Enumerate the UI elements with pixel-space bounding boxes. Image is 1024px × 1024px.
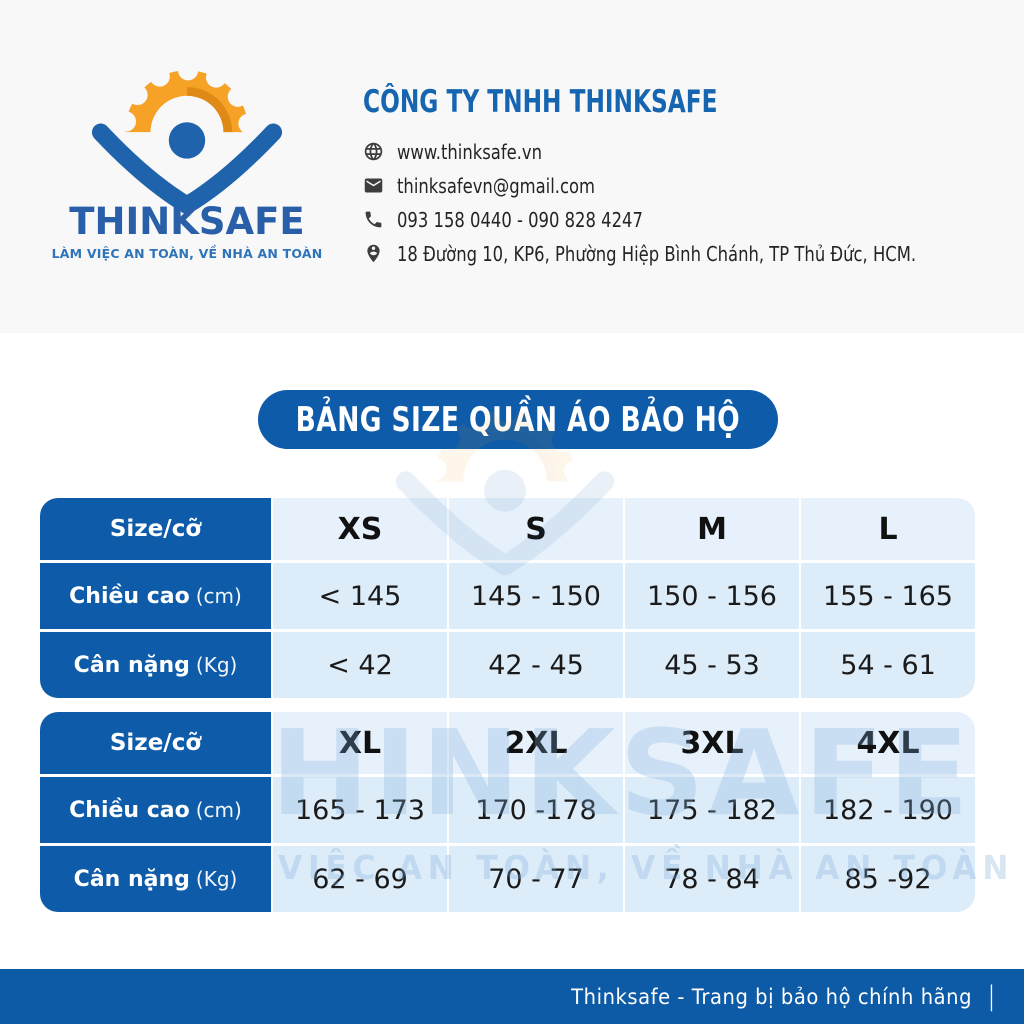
corner-size-label: Size/cỡ	[40, 498, 271, 560]
email-row: thinksafevn@gmail.com	[363, 173, 1003, 198]
company-info: CÔNG TY TNHH THINKSAFE www.thinksafe.vn …	[363, 84, 1003, 276]
location-pin-icon	[367, 244, 380, 263]
height-cell: 175 - 182	[625, 777, 799, 843]
footer-slogan: Thinksafe - Trang bị bảo hộ chính hãng	[571, 984, 972, 1009]
phone-text: 093 158 0440 - 090 828 4247	[397, 207, 643, 232]
website-text: www.thinksafe.vn	[397, 139, 542, 164]
weight-cell: < 42	[273, 632, 447, 698]
email-icon	[364, 178, 383, 193]
height-cell: < 145	[273, 563, 447, 629]
height-cell: 182 - 190	[801, 777, 975, 843]
size-table-small: Size/cỡ XS S M L Chiều cao (cm) < 145 14…	[40, 498, 975, 698]
size-table-large: Size/cỡ XL 2XL 3XL 4XL Chiều cao (cm) 16…	[40, 712, 975, 912]
corner-size-label: Size/cỡ	[40, 712, 271, 774]
height-cell: 165 - 173	[273, 777, 447, 843]
weight-row-label: Cân nặng (Kg)	[40, 632, 271, 698]
size-header-s: S	[449, 498, 623, 560]
brand-name: THINKSAFE	[69, 200, 305, 243]
size-chart-title-banner: BẢNG SIZE QUẦN ÁO BẢO HỘ	[258, 390, 778, 449]
thinksafe-logo-icon	[52, 46, 322, 224]
size-header-4xl: 4XL	[801, 712, 975, 774]
brand-tagline: LÀM VIỆC AN TOÀN, VỀ NHÀ AN TOÀN	[51, 246, 323, 261]
weight-cell: 45 - 53	[625, 632, 799, 698]
phone-row: 093 158 0440 - 090 828 4247	[363, 207, 1003, 232]
height-cell: 170 -178	[449, 777, 623, 843]
size-header-xs: XS	[273, 498, 447, 560]
thinksafe-logo: THINKSAFE LÀM VIỆC AN TOÀN, VỀ NHÀ AN TO…	[52, 0, 322, 333]
phone-icon	[365, 211, 382, 228]
weight-cell: 62 - 69	[273, 846, 447, 912]
weight-row-label: Cân nặng (Kg)	[40, 846, 271, 912]
size-header-3xl: 3XL	[625, 712, 799, 774]
weight-cell: 70 - 77	[449, 846, 623, 912]
size-header-l: L	[801, 498, 975, 560]
company-name: CÔNG TY TNHH THINKSAFE	[363, 84, 718, 120]
size-header-m: M	[625, 498, 799, 560]
website-row: www.thinksafe.vn	[363, 139, 1003, 164]
size-header-2xl: 2XL	[449, 712, 623, 774]
height-row-label: Chiều cao (cm)	[40, 563, 271, 629]
size-header-xl: XL	[273, 712, 447, 774]
weight-cell: 54 - 61	[801, 632, 975, 698]
weight-cell: 78 - 84	[625, 846, 799, 912]
size-chart-title: BẢNG SIZE QUẦN ÁO BẢO HỘ	[295, 399, 741, 440]
address-text: 18 Đường 10, KP6, Phường Hiệp Bình Chánh…	[397, 241, 917, 266]
footer-bar: Thinksafe - Trang bị bảo hộ chính hãng |	[0, 969, 1024, 1024]
height-cell: 155 - 165	[801, 563, 975, 629]
globe-icon	[364, 142, 383, 161]
address-row: 18 Đường 10, KP6, Phường Hiệp Bình Chánh…	[363, 241, 1003, 266]
height-cell: 145 - 150	[449, 563, 623, 629]
height-cell: 150 - 156	[625, 563, 799, 629]
weight-cell: 42 - 45	[449, 632, 623, 698]
header-section: THINKSAFE LÀM VIỆC AN TOÀN, VỀ NHÀ AN TO…	[0, 0, 1024, 333]
email-text: thinksafevn@gmail.com	[397, 173, 596, 198]
weight-cell: 85 -92	[801, 846, 975, 912]
footer-divider: |	[986, 981, 996, 1012]
height-row-label: Chiều cao (cm)	[40, 777, 271, 843]
